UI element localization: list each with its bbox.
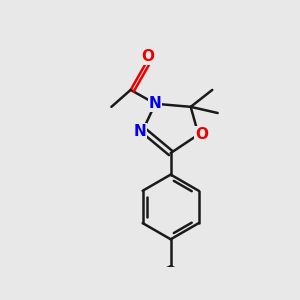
Text: O: O <box>141 49 154 64</box>
Text: N: N <box>149 96 162 111</box>
Text: N: N <box>134 124 146 139</box>
Text: O: O <box>195 127 208 142</box>
